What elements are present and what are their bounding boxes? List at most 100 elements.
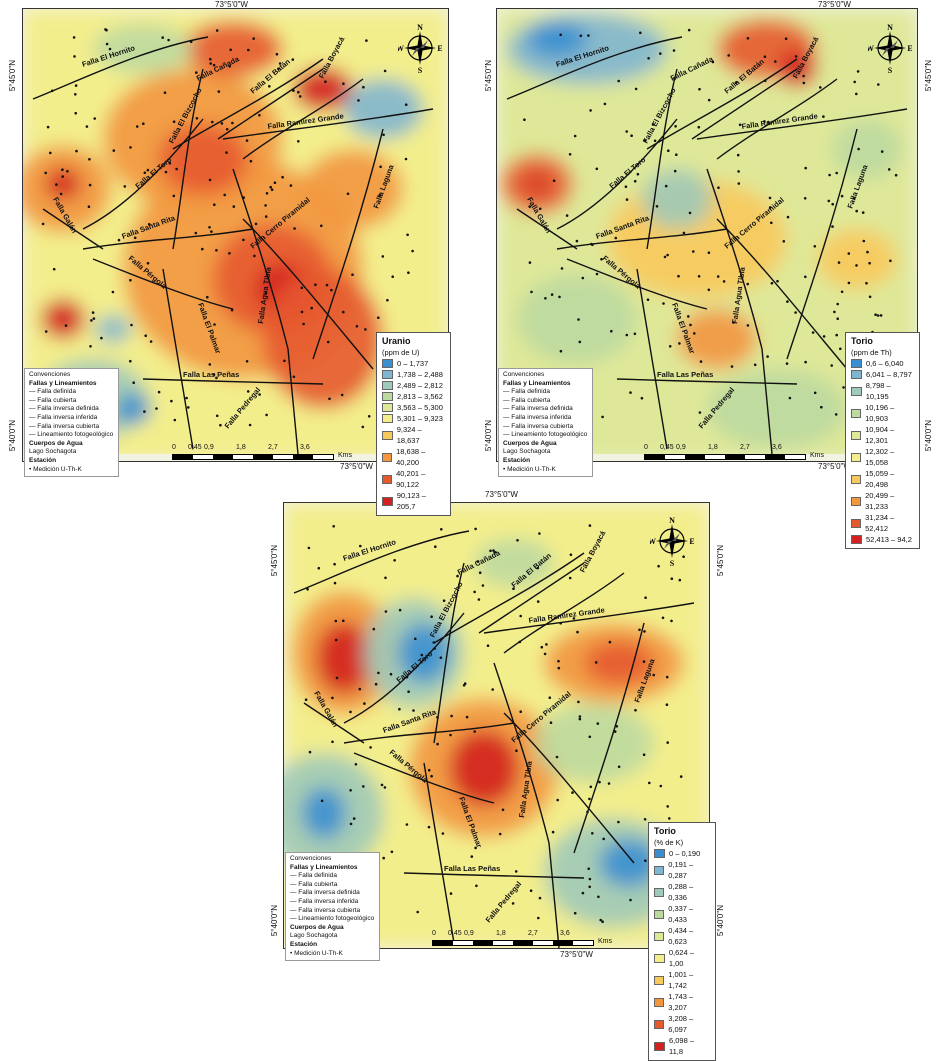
station-point — [697, 275, 701, 278]
station-point — [44, 330, 48, 333]
station-point — [682, 231, 686, 235]
station-point — [61, 168, 64, 171]
station-point — [559, 33, 562, 37]
fault-line — [506, 36, 683, 100]
station-point — [416, 910, 419, 914]
station-point — [209, 57, 212, 61]
station-point — [434, 545, 437, 548]
station-point — [804, 166, 807, 170]
station-point — [72, 36, 76, 39]
station-point — [379, 165, 382, 169]
station-point — [367, 415, 371, 418]
station-point — [653, 139, 657, 143]
conventions-box: Convenciones Fallas y Lineamientos — Falla… — [498, 368, 593, 478]
measurement-stations — [523, 28, 898, 428]
station-point — [788, 396, 792, 400]
legend-class-row: 10,196 – 10,903 — [851, 402, 914, 424]
legend-class-label: 0,337 – 0,433 — [668, 904, 694, 924]
legend-classes: 0 – 1,737 1,738 – 2,488 2,489 – 2,812 2,813… — [382, 358, 445, 512]
concentration-anomaly — [158, 124, 248, 194]
station-point — [614, 236, 618, 240]
station-point — [352, 817, 356, 820]
scale-tick-label: 1,8 — [236, 444, 246, 451]
station-point — [411, 249, 414, 253]
station-point — [481, 584, 485, 587]
convention-item: — Falla inversa cubierta — [290, 906, 361, 914]
legend-class-label: 52,413 – 94,2 — [866, 535, 912, 544]
station-point — [856, 70, 860, 73]
station-point — [528, 261, 532, 264]
legend-swatch — [654, 849, 665, 858]
concentration-anomaly — [316, 622, 372, 694]
station-point — [840, 290, 844, 294]
station-point — [363, 702, 366, 705]
station-point — [297, 140, 300, 143]
station-point — [577, 318, 580, 321]
station-point — [66, 170, 69, 173]
station-point — [670, 619, 673, 623]
station-point — [666, 805, 669, 808]
fault-line — [556, 118, 678, 230]
station-point — [646, 298, 650, 302]
station-point — [173, 418, 177, 422]
station-point — [362, 85, 365, 89]
station-point — [579, 34, 583, 38]
station-point — [557, 666, 561, 670]
station-point — [201, 247, 204, 251]
station-point — [283, 359, 286, 363]
station-point — [678, 578, 682, 582]
station-point — [518, 640, 522, 644]
compass-svg: N S E W — [396, 23, 443, 75]
station-point — [74, 93, 77, 96]
legend-class-row: 40,201 – 90,122 — [382, 468, 445, 490]
station-point — [511, 902, 515, 905]
convention-item: — Falla inversa inferida — [503, 413, 572, 421]
station-point — [643, 139, 647, 142]
station-point — [293, 227, 296, 230]
scale-tick-label: 2,7 — [268, 444, 278, 451]
station-point — [842, 386, 845, 389]
concentration-anomaly — [115, 393, 151, 425]
conventions-box: Convenciones Fallas y Lineamientos — Falla… — [285, 852, 380, 962]
station-point — [549, 721, 553, 724]
station-point — [164, 170, 168, 174]
station-point — [486, 644, 490, 647]
station-point — [146, 168, 150, 172]
station-point — [664, 184, 668, 188]
legend-class-label: 3,208 – 6,097 — [668, 1014, 694, 1034]
station-point — [776, 279, 779, 283]
scale-tick-label: 2,7 — [740, 444, 750, 451]
legend-swatch — [382, 381, 393, 390]
station-point — [474, 527, 477, 531]
station-point — [149, 340, 153, 343]
station-point — [41, 222, 45, 226]
scale-tick-label: 0,9 — [676, 444, 686, 451]
legend-swatch — [654, 909, 665, 919]
concentration-anomaly — [183, 21, 283, 77]
station-point — [770, 281, 774, 285]
legend-swatch — [851, 474, 862, 484]
legend-class-row: 0,288 – 0,336 — [654, 881, 710, 903]
fault-line — [646, 58, 798, 150]
station-point — [330, 288, 333, 292]
lat-bottom-right1: 5°40'0"N — [484, 420, 493, 452]
station-point — [195, 117, 199, 120]
station-point — [264, 215, 268, 218]
fault-label: Falla Las Peñas — [657, 370, 713, 379]
concentration-anomaly — [449, 730, 519, 806]
station-point — [475, 884, 478, 888]
station-point — [717, 186, 720, 189]
station-point — [530, 290, 533, 294]
station-point — [342, 82, 345, 85]
fault-line — [706, 168, 773, 454]
fault-label: Falla Las Peñas — [183, 370, 239, 379]
station-point — [436, 716, 439, 719]
compass-svg: N S E W — [648, 516, 695, 568]
station-point — [314, 283, 317, 287]
fault-line — [433, 552, 585, 644]
station-point — [820, 405, 823, 409]
station-point — [572, 617, 576, 620]
station-point — [643, 818, 647, 821]
lat-bottom-left3: 5°40'0"N — [270, 905, 279, 937]
station-point — [365, 39, 368, 42]
